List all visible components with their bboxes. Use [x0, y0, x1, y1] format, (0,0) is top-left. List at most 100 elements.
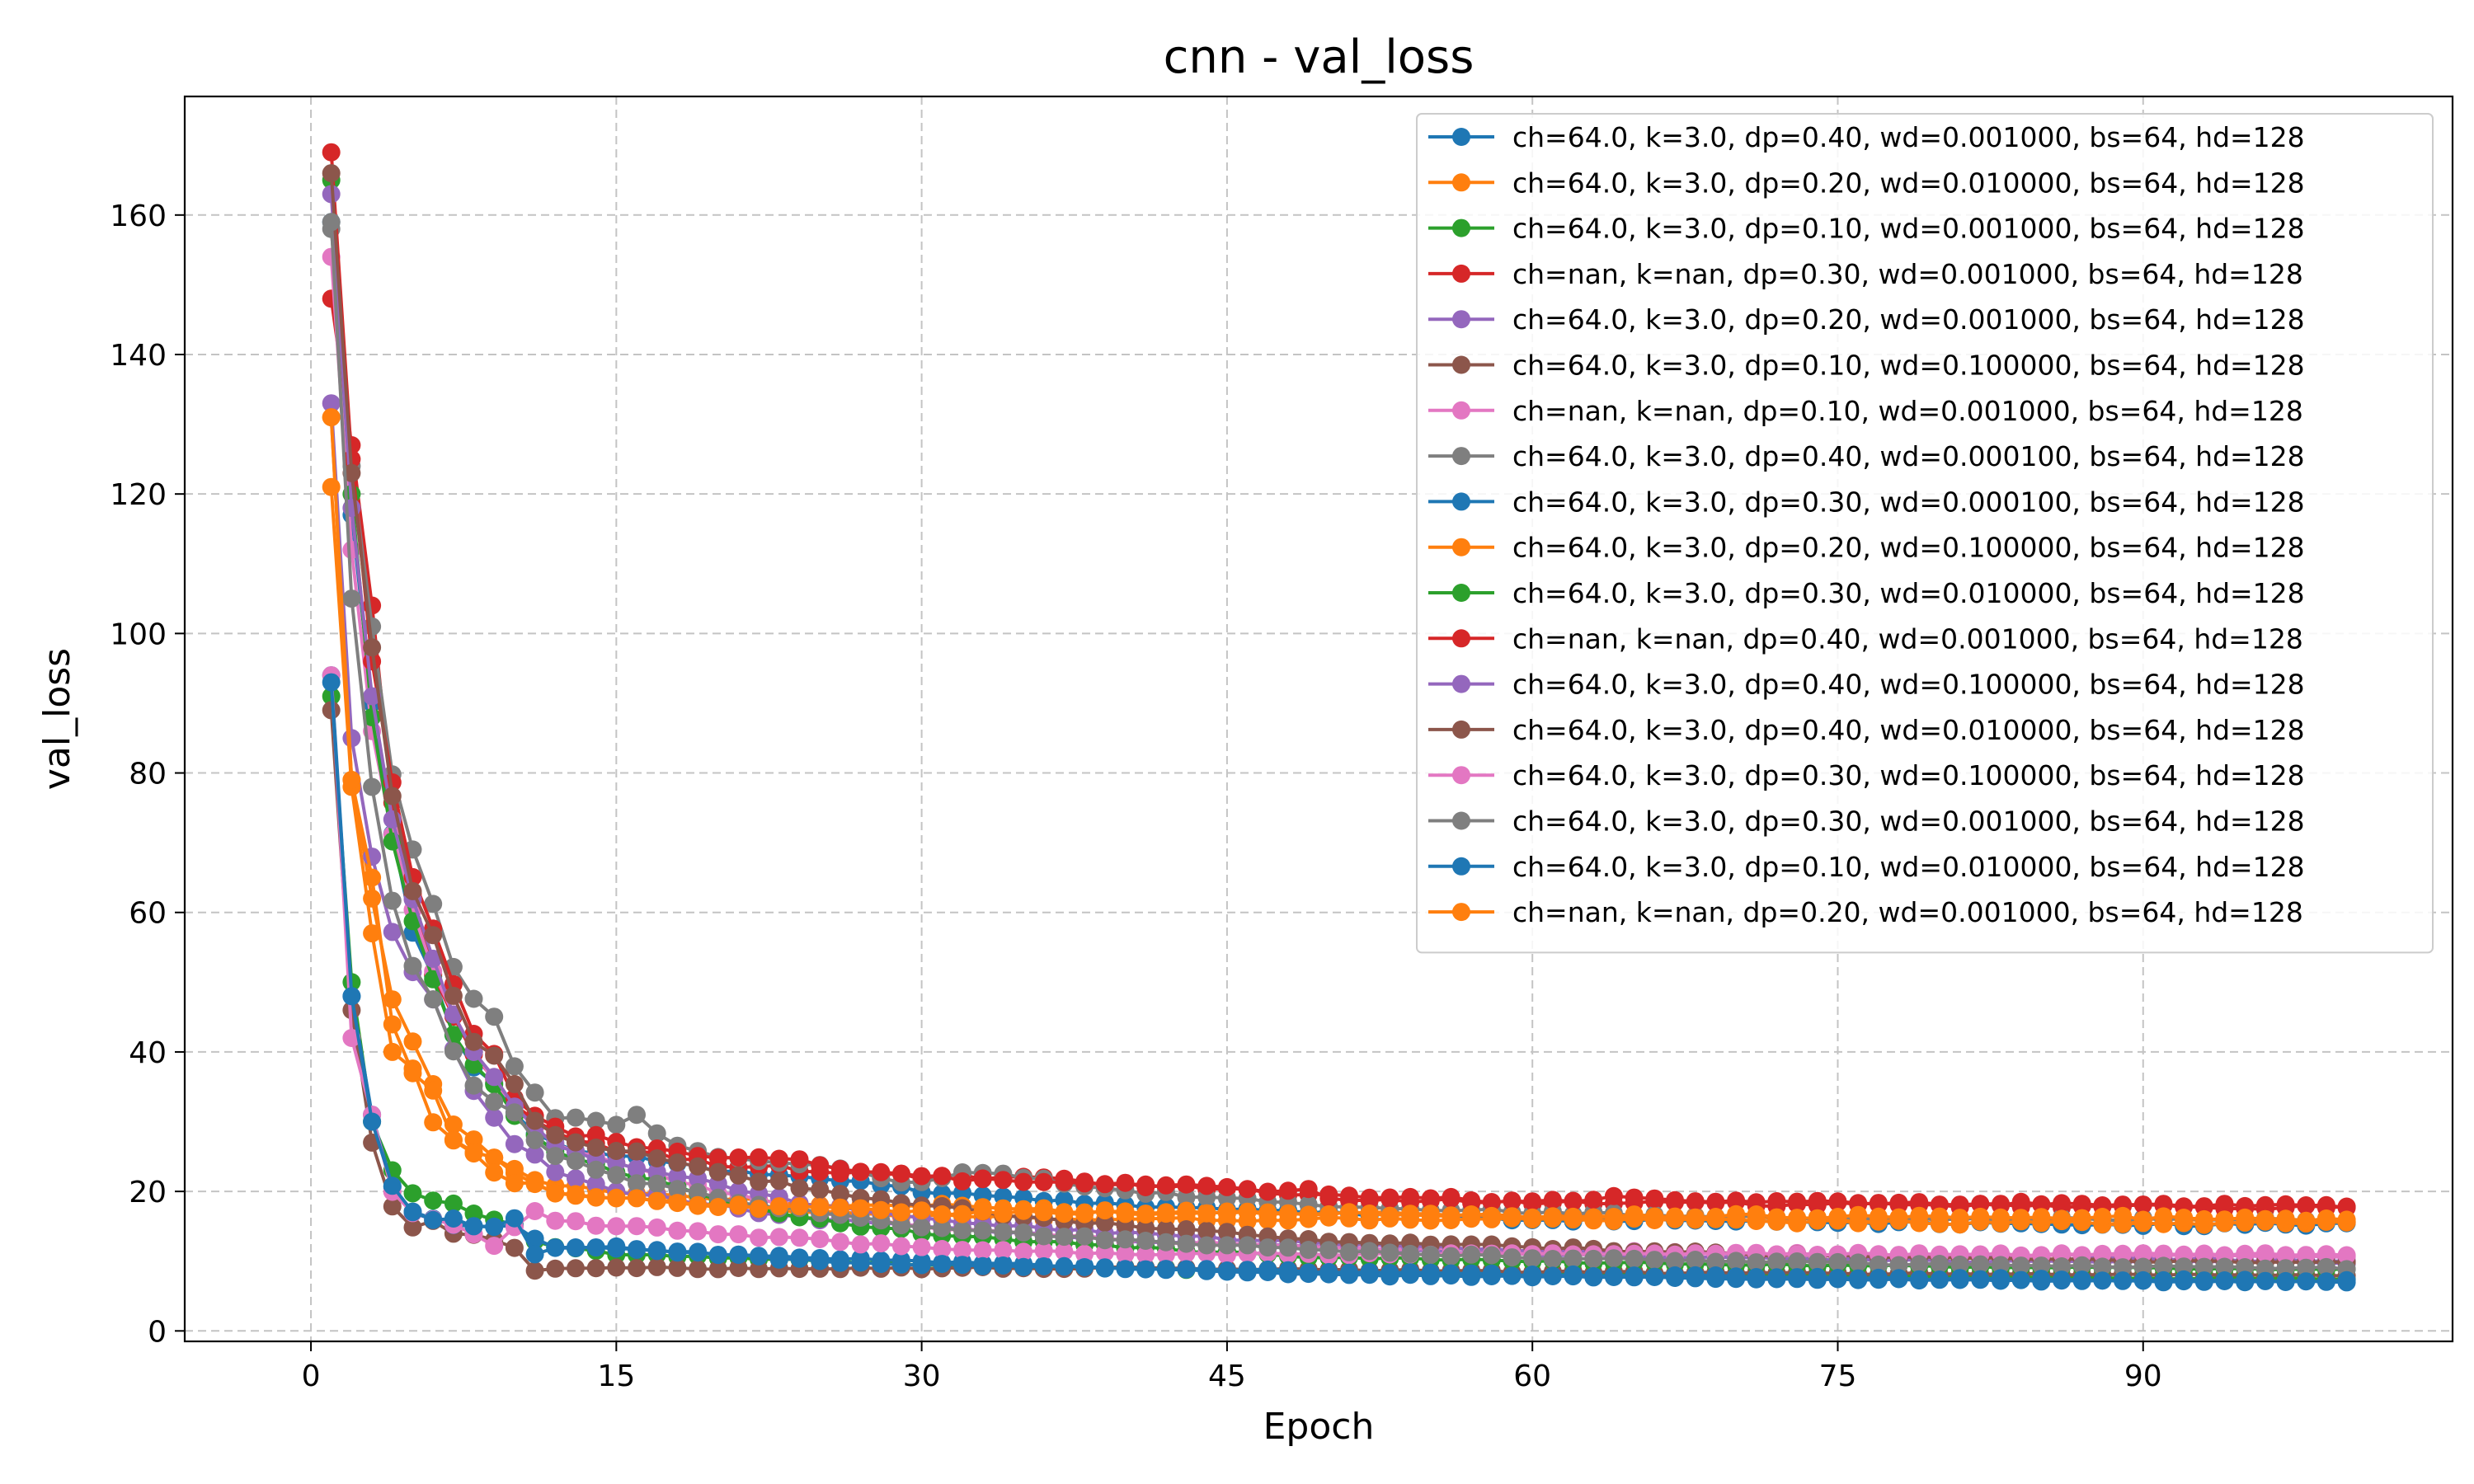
data-point — [2194, 1209, 2213, 1228]
data-point — [1686, 1208, 1705, 1227]
legend-box — [1416, 113, 2434, 954]
data-point — [1869, 1255, 1888, 1274]
data-point — [505, 1174, 524, 1193]
data-point — [708, 1225, 727, 1244]
data-point — [1197, 1236, 1216, 1255]
legend-entry: ch=64.0, k=3.0, dp=0.10, wd=0.001000, bs… — [1428, 213, 2305, 245]
data-point — [1828, 1269, 1847, 1287]
data-point — [1279, 1181, 1297, 1200]
data-point — [1136, 1245, 1155, 1264]
data-point — [424, 1210, 443, 1229]
data-point — [2297, 1258, 2316, 1277]
data-point — [1156, 1176, 1175, 1195]
data-point — [1156, 1245, 1175, 1264]
data-point — [2133, 1270, 2152, 1289]
x-tick-label: 15 — [597, 1360, 635, 1393]
data-point — [1503, 1207, 1522, 1226]
data-point — [546, 1125, 565, 1144]
data-point — [2093, 1271, 2112, 1290]
data-point — [1360, 1205, 1379, 1223]
legend-marker — [1452, 629, 1470, 648]
data-point — [322, 477, 341, 496]
data-point — [1197, 1221, 1216, 1240]
data-point — [607, 1237, 626, 1256]
data-point — [383, 923, 402, 942]
data-point — [383, 1015, 402, 1034]
data-point — [2337, 1270, 2356, 1289]
data-point — [1747, 1205, 1766, 1223]
data-point — [1564, 1265, 1583, 1284]
data-point — [505, 1057, 524, 1076]
legend-marker — [1452, 538, 1470, 556]
data-point — [383, 891, 402, 910]
data-point — [851, 1162, 870, 1181]
data-point — [769, 1149, 788, 1168]
data-point — [2011, 1270, 2030, 1289]
data-point — [1095, 1258, 1114, 1277]
data-point — [647, 1174, 666, 1193]
data-point — [953, 1256, 971, 1275]
data-point — [953, 1241, 971, 1260]
data-point — [668, 1180, 687, 1199]
data-point — [342, 729, 361, 748]
data-point — [1849, 1269, 1868, 1288]
data-point — [403, 1203, 422, 1222]
data-point — [851, 1235, 870, 1254]
x-tick-label: 0 — [302, 1360, 321, 1393]
data-point — [1238, 1180, 1257, 1199]
data-point — [424, 949, 443, 968]
legend-entry: ch=64.0, k=3.0, dp=0.30, wd=0.010000, bs… — [1428, 577, 2305, 609]
legend-entry: ch=64.0, k=3.0, dp=0.20, wd=0.001000, bs… — [1428, 303, 2305, 336]
series-12 — [322, 143, 2356, 1217]
data-point — [1950, 1255, 1969, 1274]
data-point — [1910, 1193, 1929, 1212]
data-point — [1258, 1260, 1277, 1279]
data-point — [1564, 1192, 1583, 1211]
y-tick-label: 40 — [129, 1036, 167, 1070]
data-point — [322, 701, 341, 720]
data-point — [1788, 1268, 1807, 1287]
data-point — [1625, 1266, 1644, 1285]
data-point — [2093, 1257, 2112, 1276]
data-point — [2255, 1244, 2274, 1263]
data-point — [505, 1074, 524, 1093]
data-point — [342, 987, 361, 1006]
data-point — [811, 1181, 830, 1200]
data-point — [790, 1179, 809, 1198]
data-point — [464, 1076, 483, 1095]
data-point — [912, 1201, 931, 1220]
legend-label: ch=64.0, k=3.0, dp=0.10, wd=0.100000, bs… — [1512, 350, 2305, 382]
data-point — [1625, 1205, 1644, 1224]
data-point — [586, 1111, 605, 1130]
data-point — [1930, 1270, 1949, 1289]
data-point — [485, 1148, 504, 1167]
data-point — [2236, 1244, 2255, 1263]
legend-marker — [1452, 128, 1470, 146]
data-point — [464, 1217, 483, 1236]
data-point — [1075, 1174, 1094, 1193]
data-point — [1462, 1205, 1481, 1223]
legend: ch=64.0, k=3.0, dp=0.40, wd=0.001000, bs… — [1416, 113, 2434, 954]
data-point — [2316, 1272, 2335, 1291]
data-point — [1014, 1242, 1033, 1261]
data-point — [607, 1115, 626, 1134]
data-point — [2297, 1211, 2316, 1230]
data-point — [668, 1243, 687, 1262]
data-point — [912, 1237, 931, 1256]
series-17 — [322, 673, 2356, 1291]
data-point — [1584, 1266, 1603, 1285]
data-point — [729, 1259, 748, 1277]
data-point — [2011, 1192, 2030, 1211]
data-point — [628, 1259, 646, 1278]
data-point — [2011, 1256, 2030, 1275]
data-point — [1828, 1208, 1847, 1226]
data-point — [1095, 1243, 1114, 1262]
data-point — [1014, 1201, 1033, 1220]
legend-label: ch=64.0, k=3.0, dp=0.30, wd=0.010000, bs… — [1512, 577, 2305, 609]
data-point — [1034, 1242, 1053, 1260]
data-point — [1503, 1192, 1522, 1211]
legend-marker — [1452, 173, 1470, 192]
x-tick-label: 60 — [1513, 1360, 1551, 1393]
legend-marker — [1452, 218, 1470, 237]
data-point — [2236, 1270, 2255, 1289]
